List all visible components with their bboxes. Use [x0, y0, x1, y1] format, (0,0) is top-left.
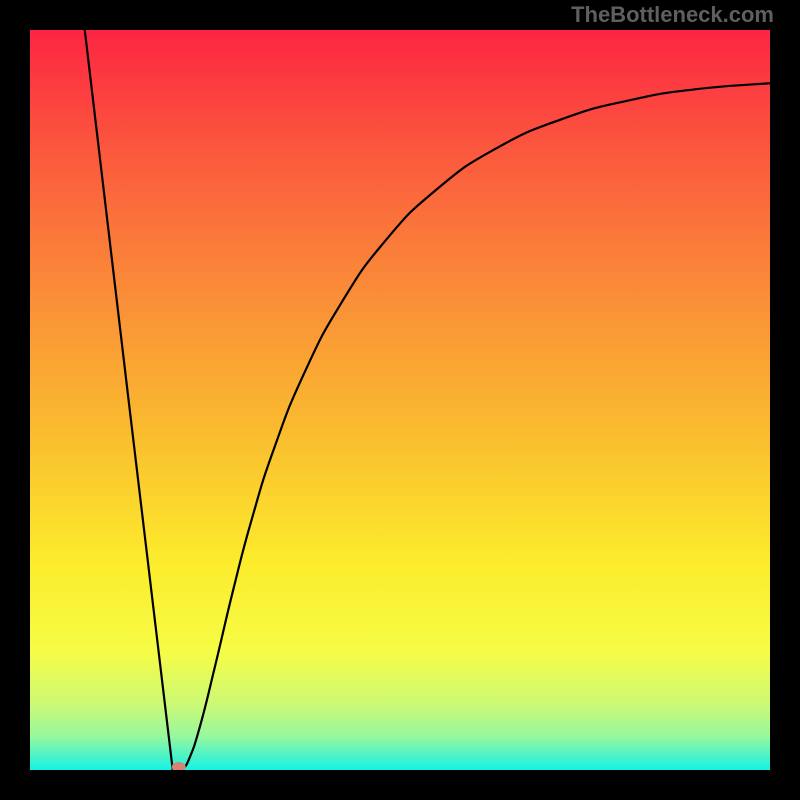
watermark-text: TheBottleneck.com: [571, 2, 774, 28]
curve-layer: [30, 30, 770, 770]
minimum-marker: [172, 762, 186, 770]
chart-stage: TheBottleneck.com: [0, 0, 800, 800]
bottleneck-curve: [85, 30, 770, 770]
plot-area: [30, 30, 770, 770]
